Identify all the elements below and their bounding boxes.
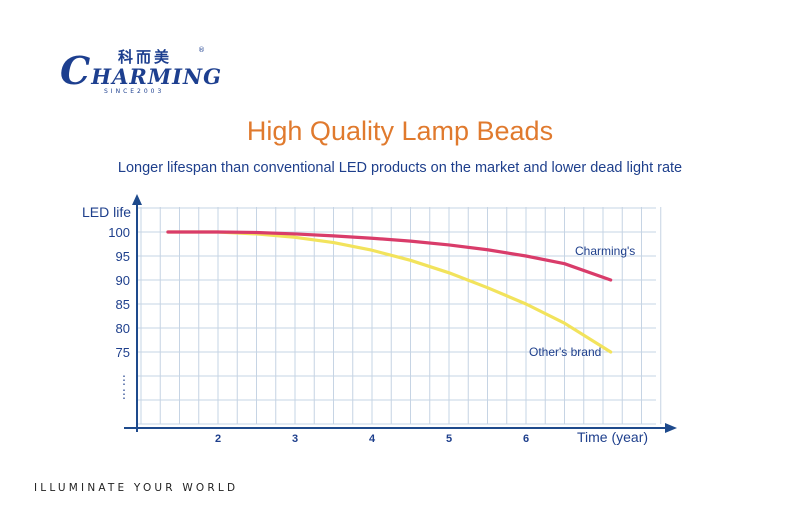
logo-initial: C — [60, 48, 92, 93]
series-line — [166, 230, 613, 282]
y-axis-arrow-icon — [132, 194, 142, 205]
x-tick-label: 4 — [369, 433, 376, 445]
y-tick-ellipsis: ⋮ — [118, 373, 130, 387]
y-tick-label: 85 — [116, 297, 130, 312]
y-tick-label: 100 — [108, 225, 130, 240]
y-tick-label: 90 — [116, 273, 130, 288]
logo-since: SINCE2003 — [104, 88, 165, 95]
x-axis-title: Time (year) — [577, 429, 648, 445]
y-tick-ellipsis: ⋮ — [118, 387, 130, 401]
y-tick-label: 75 — [116, 345, 130, 360]
series-line — [166, 230, 613, 354]
chart-axes — [124, 194, 677, 433]
x-tick-label: 5 — [446, 433, 452, 445]
x-tick-label: 2 — [215, 433, 221, 445]
x-tick-label: 3 — [292, 433, 298, 445]
series-label: Charming's — [575, 244, 635, 258]
logo-chinese-text: 科而美 — [118, 48, 173, 66]
y-tick-label: 95 — [116, 249, 130, 264]
logo-registered-mark: ® — [198, 46, 205, 54]
y-axis-title: LED life — [82, 204, 131, 220]
x-tick-label: 6 — [523, 433, 529, 445]
footer-tagline: ILLUMINATE YOUR WORLD — [34, 482, 239, 494]
page-title: High Quality Lamp Beads — [246, 116, 554, 146]
x-axis-arrow-icon — [665, 423, 677, 433]
chart-labels: 100 95 90 85 80 75 ⋮⋮ 2 3 4 5 6 LED life Time (year) C… — [82, 204, 648, 445]
logo-wordmark: CHARMING — [60, 52, 223, 90]
logo-wordmark-rest: HARMING — [91, 64, 223, 89]
page-subtitle: Longer lifespan than conventional LED pr… — [117, 160, 683, 176]
brand-logo: 科而美 ® CHARMING SINCE2003 — [58, 46, 221, 102]
y-tick-label: 80 — [116, 321, 130, 336]
chart-series — [166, 230, 613, 354]
series-label: Other's brand — [529, 345, 601, 359]
